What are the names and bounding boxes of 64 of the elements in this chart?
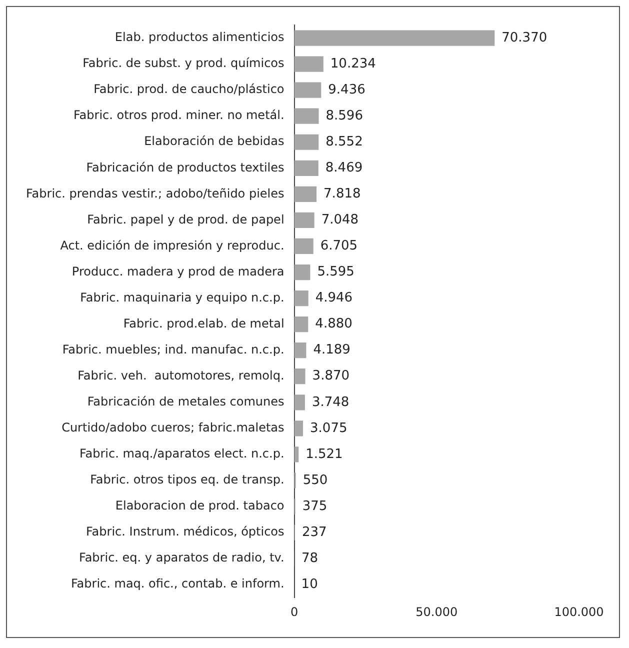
- y-tick-label: Fabric. de subst. y prod. químicos: [82, 56, 284, 70]
- data-label: 237: [302, 524, 327, 540]
- x-tick-label: 0: [290, 604, 298, 619]
- bar: [294, 420, 304, 436]
- y-tick-label: Curtido/adobo cueros; fabric.maletas: [62, 420, 284, 435]
- bar: [294, 160, 318, 176]
- bar: [294, 134, 319, 150]
- bar: [294, 108, 319, 124]
- bar: [294, 394, 305, 410]
- y-tick-label: Fabricación de metales comunes: [87, 394, 284, 409]
- x-tick-label: 50.000: [416, 604, 458, 619]
- data-label: 7.048: [321, 212, 359, 228]
- y-tick-label: Fabric. eq. y aparatos de radio, tv.: [79, 550, 284, 565]
- data-label: 3.870: [312, 368, 350, 384]
- data-label: 8.552: [326, 134, 363, 150]
- bar: [294, 264, 310, 280]
- data-label: 78: [301, 550, 318, 566]
- y-tick-label: Fabric. prod.elab. de metal: [123, 316, 284, 330]
- bar: [294, 238, 314, 254]
- y-tick-label: Fabric. Instrum. médicos, ópticos: [86, 524, 284, 539]
- y-tick-label: Elaboracion de prod. tabaco: [115, 498, 284, 513]
- data-label: 375: [302, 498, 328, 514]
- bar: [294, 342, 306, 358]
- y-tick-label: Fabric. maquinaria y equipo n.c.p.: [80, 290, 284, 304]
- x-tick-label: 100.000: [554, 604, 604, 619]
- data-label: 550: [302, 472, 328, 488]
- data-label: 8.596: [326, 108, 363, 124]
- bar: [294, 290, 308, 306]
- data-label: 3.748: [312, 394, 350, 410]
- bar: [294, 446, 299, 462]
- data-label: 5.595: [317, 264, 354, 280]
- y-tick-label: Fabricación de productos textiles: [86, 160, 284, 174]
- y-tick-label: Fabric. prod. de caucho/plástico: [94, 82, 284, 96]
- data-label: 8.469: [325, 160, 363, 176]
- y-tick-label: Elaboración de bebidas: [144, 134, 284, 148]
- y-tick-label: Fabric. maq. ofic., contab. e inform.: [70, 576, 284, 591]
- data-label: 4.189: [313, 342, 350, 358]
- y-tick-label: Fabric. veh. automotores, remolq.: [78, 368, 284, 382]
- bar: [294, 82, 322, 98]
- y-tick-label: Fabric. muebles; ind. manufac. n.c.p.: [62, 342, 284, 356]
- data-label: 9.436: [328, 82, 366, 98]
- data-label: 4.880: [315, 316, 352, 332]
- bar: [294, 212, 314, 228]
- data-label: 10: [301, 576, 318, 592]
- y-tick-label: Fabric. maq./aparatos elect. n.c.p.: [79, 446, 284, 461]
- y-tick-label: Producc. madera y prod de madera: [72, 264, 284, 278]
- data-label: 4.946: [315, 290, 353, 306]
- data-label: 1.521: [306, 446, 343, 462]
- y-tick-label: Fabric. prendas vestir.; adobo/teñido pieles: [26, 186, 284, 200]
- y-tick-label: Fabric. otros prod. miner. no metál.: [73, 108, 284, 122]
- y-tick-label: Fabric. papel y de prod. de papel: [87, 212, 284, 226]
- data-label: 6.705: [320, 238, 358, 254]
- bar: [294, 368, 306, 384]
- bar: [294, 186, 317, 202]
- data-label: 3.075: [310, 420, 348, 436]
- bar: [294, 56, 324, 72]
- bar: [294, 316, 308, 332]
- y-tick-label: Elab. productos alimenticios: [114, 30, 284, 44]
- data-label: 7.818: [324, 186, 361, 202]
- y-tick-label: Fabric. otros tipos eq. de transp.: [90, 472, 284, 487]
- data-label: 70.370: [502, 30, 548, 46]
- y-tick-label: Act. edición de impresión y reproduc.: [60, 238, 284, 252]
- data-label: 10.234: [330, 56, 376, 72]
- bar: [294, 30, 495, 46]
